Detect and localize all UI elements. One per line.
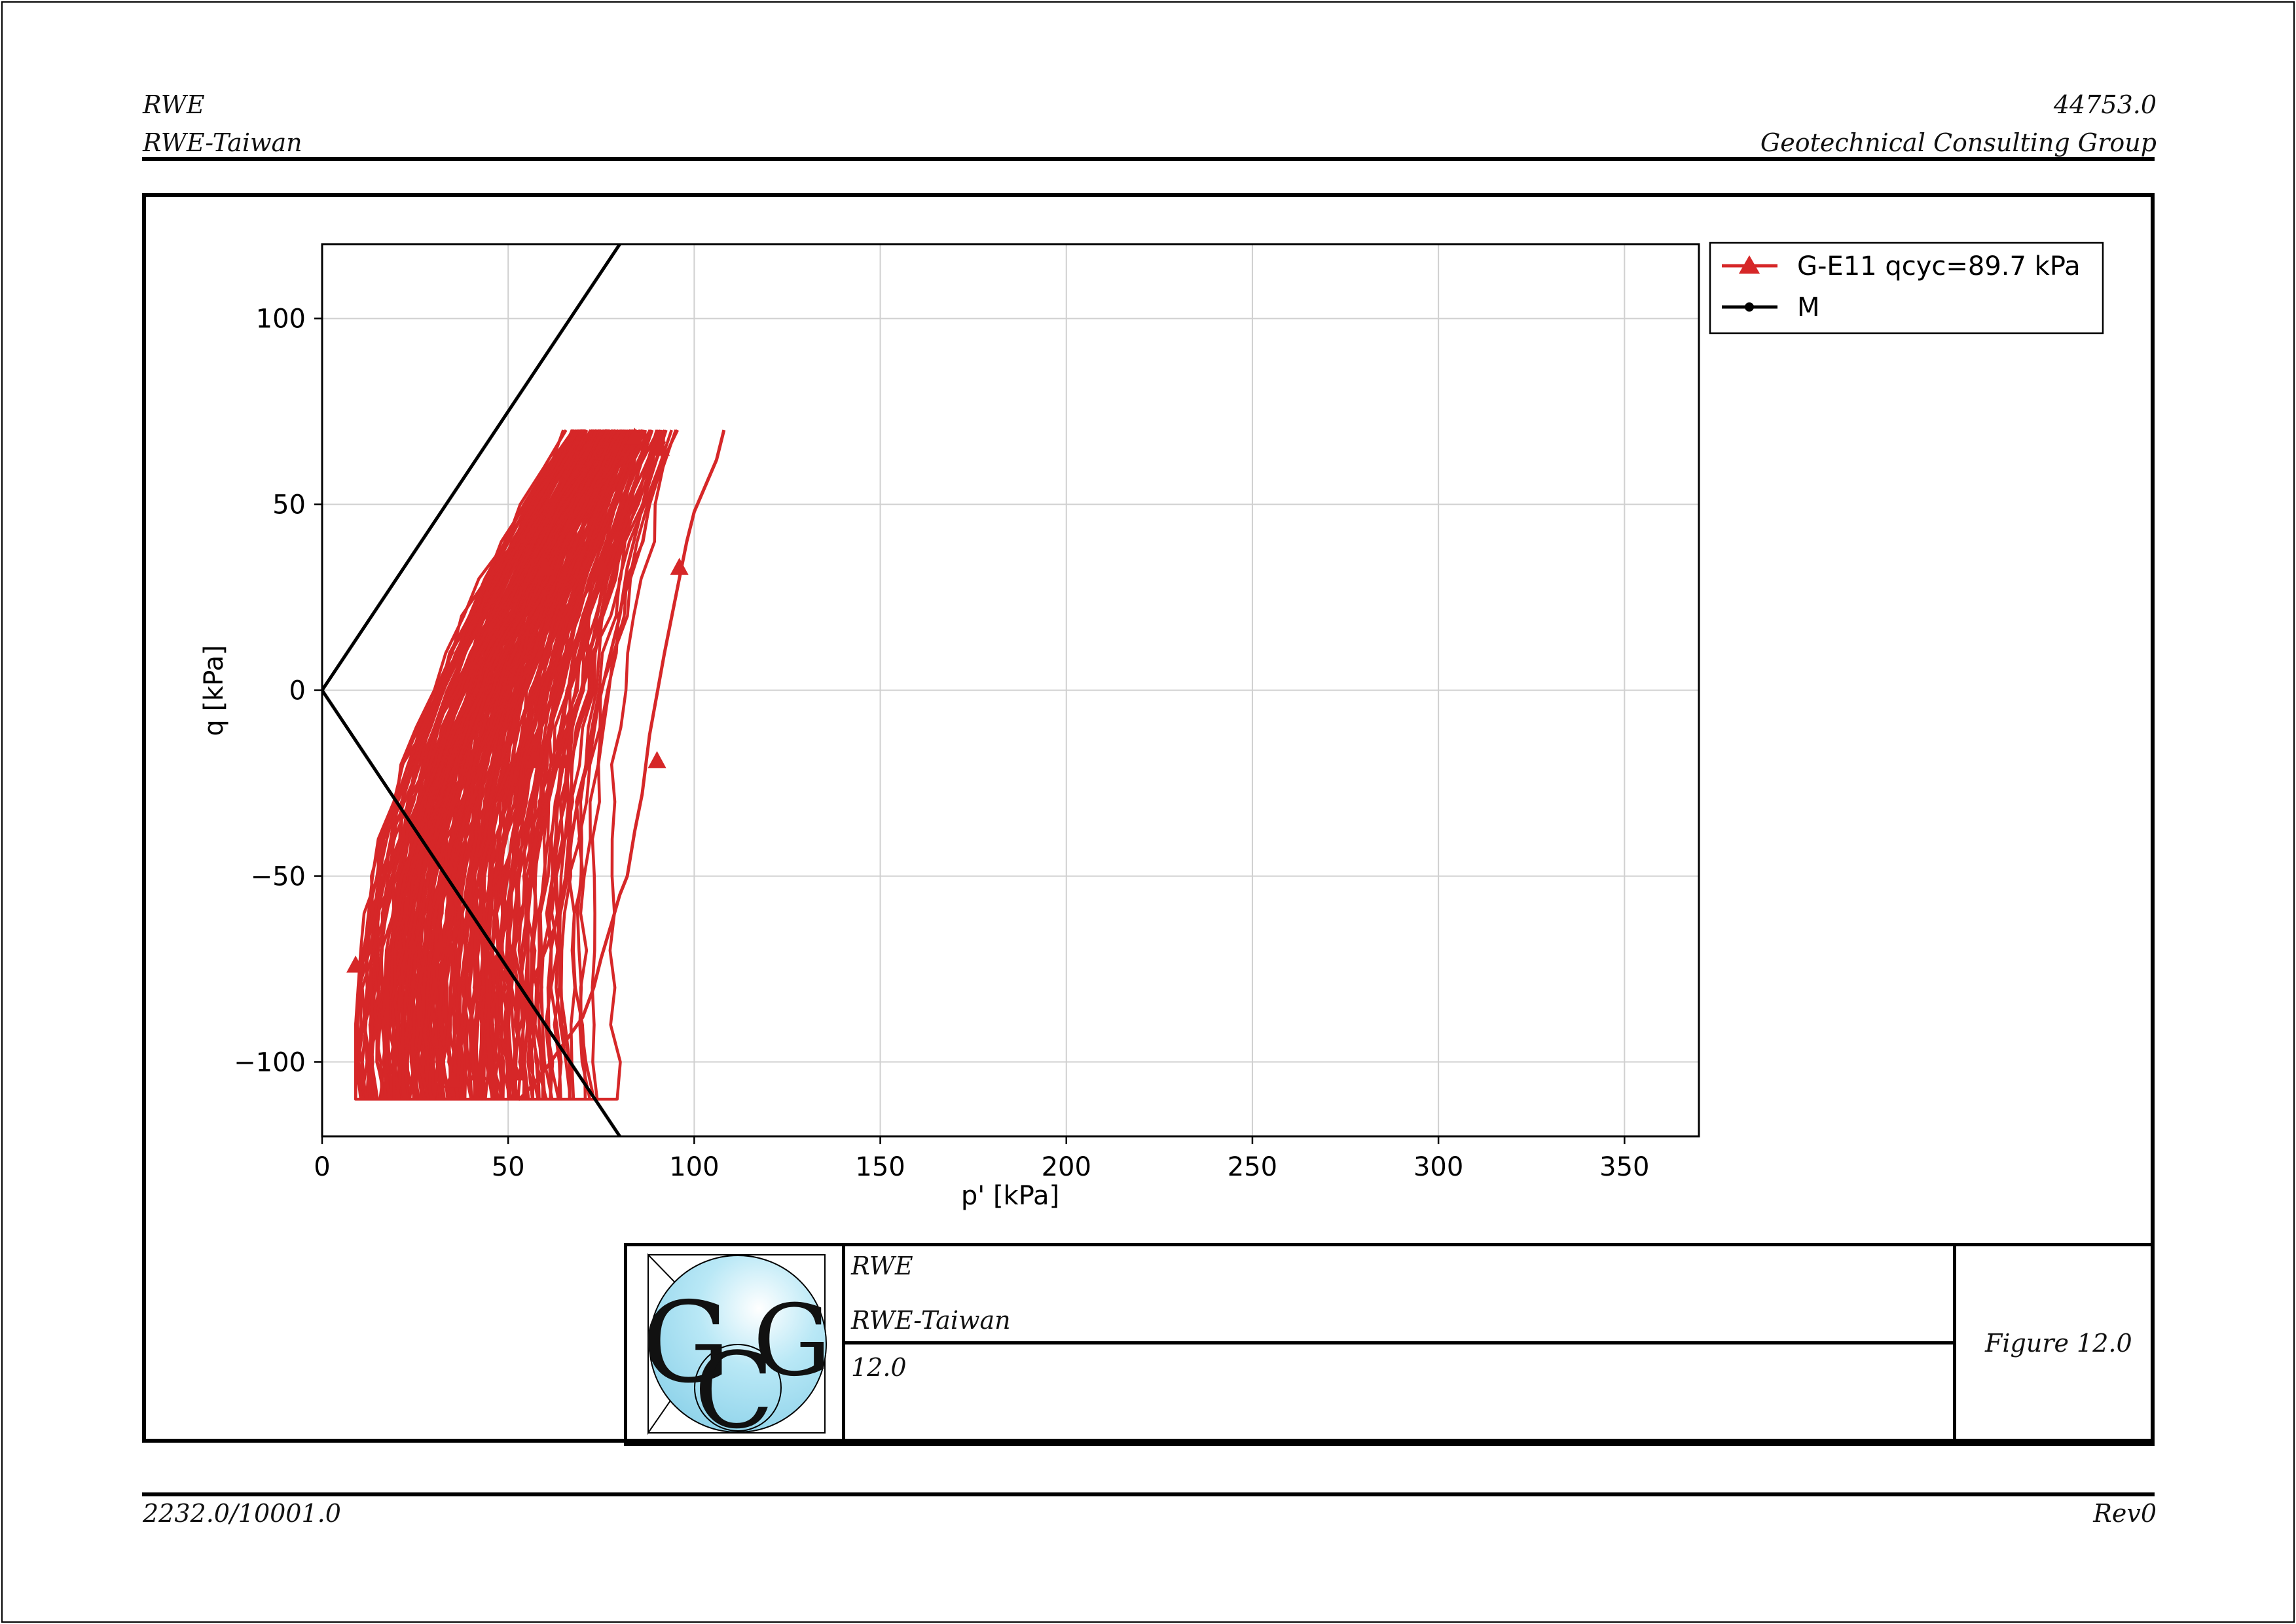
x-tick-label: 200 — [1042, 1152, 1091, 1182]
series-1-marker — [670, 558, 689, 575]
x-tick-label: 250 — [1228, 1152, 1277, 1182]
x-tick-label: 350 — [1599, 1152, 1649, 1182]
x-tick-label: 0 — [314, 1152, 330, 1182]
y-tick-label: 100 — [256, 304, 306, 334]
x-tick-label: 100 — [669, 1152, 719, 1182]
footer-revision: Rev0 — [2093, 1499, 2157, 1528]
footer-rule — [142, 1492, 2155, 1496]
x-axis-label: p' [kPa] — [961, 1181, 1059, 1211]
title-block-number: 12.0 — [851, 1353, 907, 1382]
title-block-divider-logo — [842, 1243, 845, 1446]
y-tick-label: −100 — [234, 1047, 306, 1077]
title-block-divider-figure — [1953, 1243, 1956, 1446]
y-tick-label: 0 — [289, 676, 306, 706]
y-axis-label: q [kPa] — [199, 645, 229, 736]
legend-label-series-1: G-E11 qcyc=89.7 kPa — [1797, 251, 2081, 281]
title-block-divider-row — [842, 1341, 1955, 1344]
x-tick-label: 300 — [1413, 1152, 1463, 1182]
x-tick-label: 150 — [855, 1152, 905, 1182]
series-1-marker — [648, 751, 666, 768]
title-block-client: RWE — [851, 1252, 913, 1280]
y-tick-label: −50 — [251, 861, 306, 892]
legend-marker-series-2 — [1745, 302, 1754, 312]
x-tick-label: 50 — [492, 1152, 525, 1182]
legend-label-series-2: M — [1797, 293, 1820, 323]
y-tick-label: 50 — [272, 490, 306, 520]
title-block-project: RWE-Taiwan — [851, 1306, 1011, 1335]
legend: G-E11 qcyc=89.7 kPa M — [1710, 243, 2103, 333]
footer-reference: 2232.0/10001.0 — [143, 1499, 341, 1528]
title-block-figure-label: Figure 12.0 — [1985, 1329, 2132, 1358]
